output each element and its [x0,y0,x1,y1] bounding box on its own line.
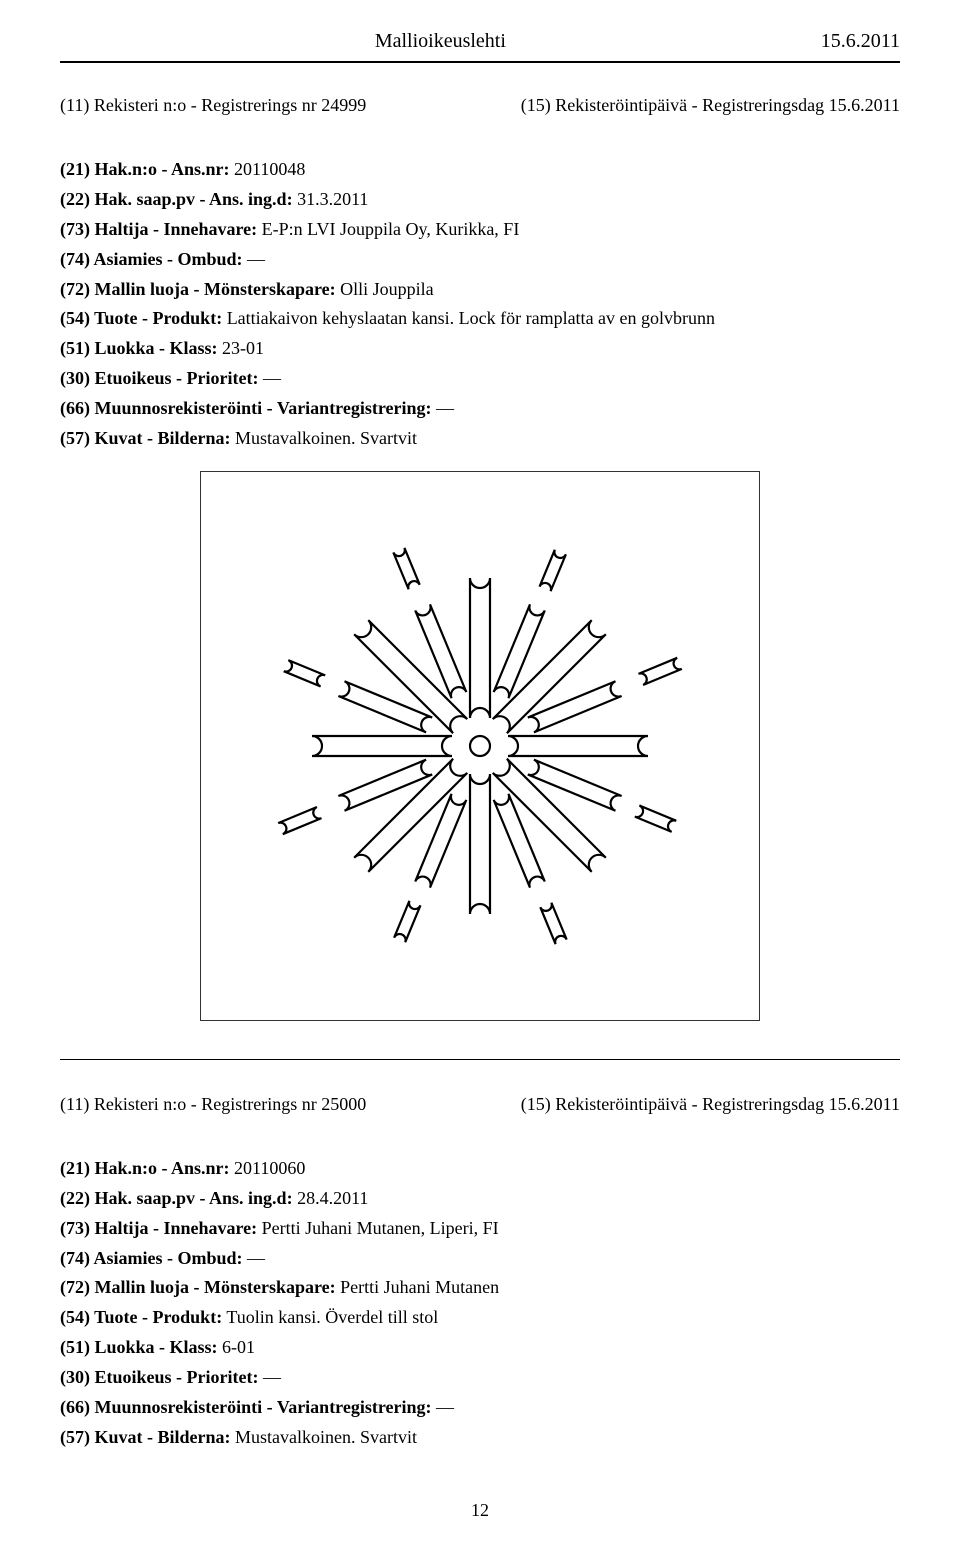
field-label: (57) Kuvat - Bilderna: [60,1427,231,1447]
field: (54) Tuote - Produkt: Lattiakaivon kehys… [60,305,900,333]
field-value: 6-01 [222,1337,255,1357]
field-label: (74) Asiamies - Ombud: [60,1248,243,1268]
field-label: (22) Hak. saap.pv - Ans. ing.d: [60,189,293,209]
field-label: (57) Kuvat - Bilderna: [60,428,231,448]
field-value: 20110060 [234,1158,305,1178]
entry-1-top-meta: (11) Rekisteri n:o - Registrerings nr 24… [60,95,900,116]
field-label: (73) Haltija - Innehavare: [60,219,257,239]
field-value: — [263,1367,281,1387]
field: (73) Haltija - Innehavare: E-P:n LVI Jou… [60,216,900,244]
field: (21) Hak.n:o - Ans.nr: 20110048 [60,156,900,184]
field-value: — [247,1248,265,1268]
field: (72) Mallin luoja - Mönsterskapare: Pert… [60,1274,900,1302]
field-label: (66) Muunnosrekisteröinti - Variantregis… [60,1397,432,1417]
date-value: 15.6.2011 [829,95,900,115]
field: (73) Haltija - Innehavare: Pertti Juhani… [60,1215,900,1243]
page-number: 12 [60,1500,900,1521]
field-value: 23-01 [222,338,264,358]
field: (74) Asiamies - Ombud: — [60,1245,900,1273]
field: (22) Hak. saap.pv - Ans. ing.d: 31.3.201… [60,186,900,214]
field-value: Mustavalkoinen. Svartvit [235,428,417,448]
field-label: (51) Luokka - Klass: [60,1337,218,1357]
radial-pattern-svg [230,496,730,996]
journal-title: Mallioikeuslehti [60,30,821,53]
field-label: (22) Hak. saap.pv - Ans. ing.d: [60,1188,293,1208]
field: (51) Luokka - Klass: 6-01 [60,1334,900,1362]
field-value: 20110048 [234,159,305,179]
reg-label: (11) Rekisteri n:o - Registrerings nr [60,1094,317,1114]
reg-value: 24999 [321,95,366,115]
date-value: 15.6.2011 [829,1094,900,1114]
field: (66) Muunnosrekisteröinti - Variantregis… [60,395,900,423]
field-label: (30) Etuoikeus - Prioritet: [60,368,258,388]
field-value: — [436,1397,454,1417]
field-label: (73) Haltija - Innehavare: [60,1218,257,1238]
field-value: Mustavalkoinen. Svartvit [235,1427,417,1447]
field-value: Pertti Juhani Mutanen, Liperi, FI [262,1218,499,1238]
field-label: (72) Mallin luoja - Mönsterskapare: [60,279,336,299]
field: (30) Etuoikeus - Prioritet: — [60,1364,900,1392]
entry-1-reg-line: (11) Rekisteri n:o - Registrerings nr 24… [60,95,366,116]
field-label: (74) Asiamies - Ombud: [60,249,243,269]
field: (74) Asiamies - Ombud: — [60,246,900,274]
field: (72) Mallin luoja - Mönsterskapare: Olli… [60,276,900,304]
reg-value: 25000 [321,1094,366,1114]
field-label: (72) Mallin luoja - Mönsterskapare: [60,1277,336,1297]
date-label: (15) Rekisteröintipäivä - Registreringsd… [521,1094,824,1114]
field-value: 28.4.2011 [297,1188,368,1208]
field-value: Lattiakaivon kehyslaatan kansi. Lock för… [227,308,715,328]
field-value: Tuolin kansi. Överdel till stol [226,1307,438,1327]
reg-label: (11) Rekisteri n:o - Registrerings nr [60,95,317,115]
field-label: (51) Luokka - Klass: [60,338,218,358]
page: Mallioikeuslehti 15.6.2011 (11) Rekister… [0,0,960,1561]
page-header: Mallioikeuslehti 15.6.2011 [60,30,900,63]
field: (51) Luokka - Klass: 23-01 [60,335,900,363]
field-label: (54) Tuote - Produkt: [60,1307,222,1327]
date-label: (15) Rekisteröintipäivä - Registreringsd… [521,95,824,115]
field: (57) Kuvat - Bilderna: Mustavalkoinen. S… [60,425,900,453]
entry-2-date-line: (15) Rekisteröintipäivä - Registreringsd… [521,1094,900,1115]
field-label: (54) Tuote - Produkt: [60,308,222,328]
entry-divider [60,1059,900,1060]
issue-date: 15.6.2011 [821,30,900,53]
field: (30) Etuoikeus - Prioritet: — [60,365,900,393]
field-value: — [436,398,454,418]
field: (22) Hak. saap.pv - Ans. ing.d: 28.4.201… [60,1185,900,1213]
field-value: 31.3.2011 [297,189,368,209]
field-label: (21) Hak.n:o - Ans.nr: [60,159,230,179]
field-value: Olli Jouppila [340,279,434,299]
entry-1-fields: (21) Hak.n:o - Ans.nr: 20110048 (22) Hak… [60,156,900,453]
entry-2-reg-line: (11) Rekisteri n:o - Registrerings nr 25… [60,1094,366,1115]
field-value: — [247,249,265,269]
field: (21) Hak.n:o - Ans.nr: 20110060 [60,1155,900,1183]
field-value: Pertti Juhani Mutanen [340,1277,499,1297]
field-value: E-P:n LVI Jouppila Oy, Kurikka, FI [262,219,520,239]
entry-2-fields: (21) Hak.n:o - Ans.nr: 20110060 (22) Hak… [60,1155,900,1452]
entry-2-top-meta: (11) Rekisteri n:o - Registrerings nr 25… [60,1094,900,1115]
entry-1-date-line: (15) Rekisteröintipäivä - Registreringsd… [521,95,900,116]
figure-box [200,471,760,1021]
field: (57) Kuvat - Bilderna: Mustavalkoinen. S… [60,1424,900,1452]
field-label: (21) Hak.n:o - Ans.nr: [60,1158,230,1178]
field: (66) Muunnosrekisteröinti - Variantregis… [60,1394,900,1422]
field-value: — [263,368,281,388]
field-label: (30) Etuoikeus - Prioritet: [60,1367,258,1387]
field-label: (66) Muunnosrekisteröinti - Variantregis… [60,398,432,418]
field: (54) Tuote - Produkt: Tuolin kansi. Över… [60,1304,900,1332]
